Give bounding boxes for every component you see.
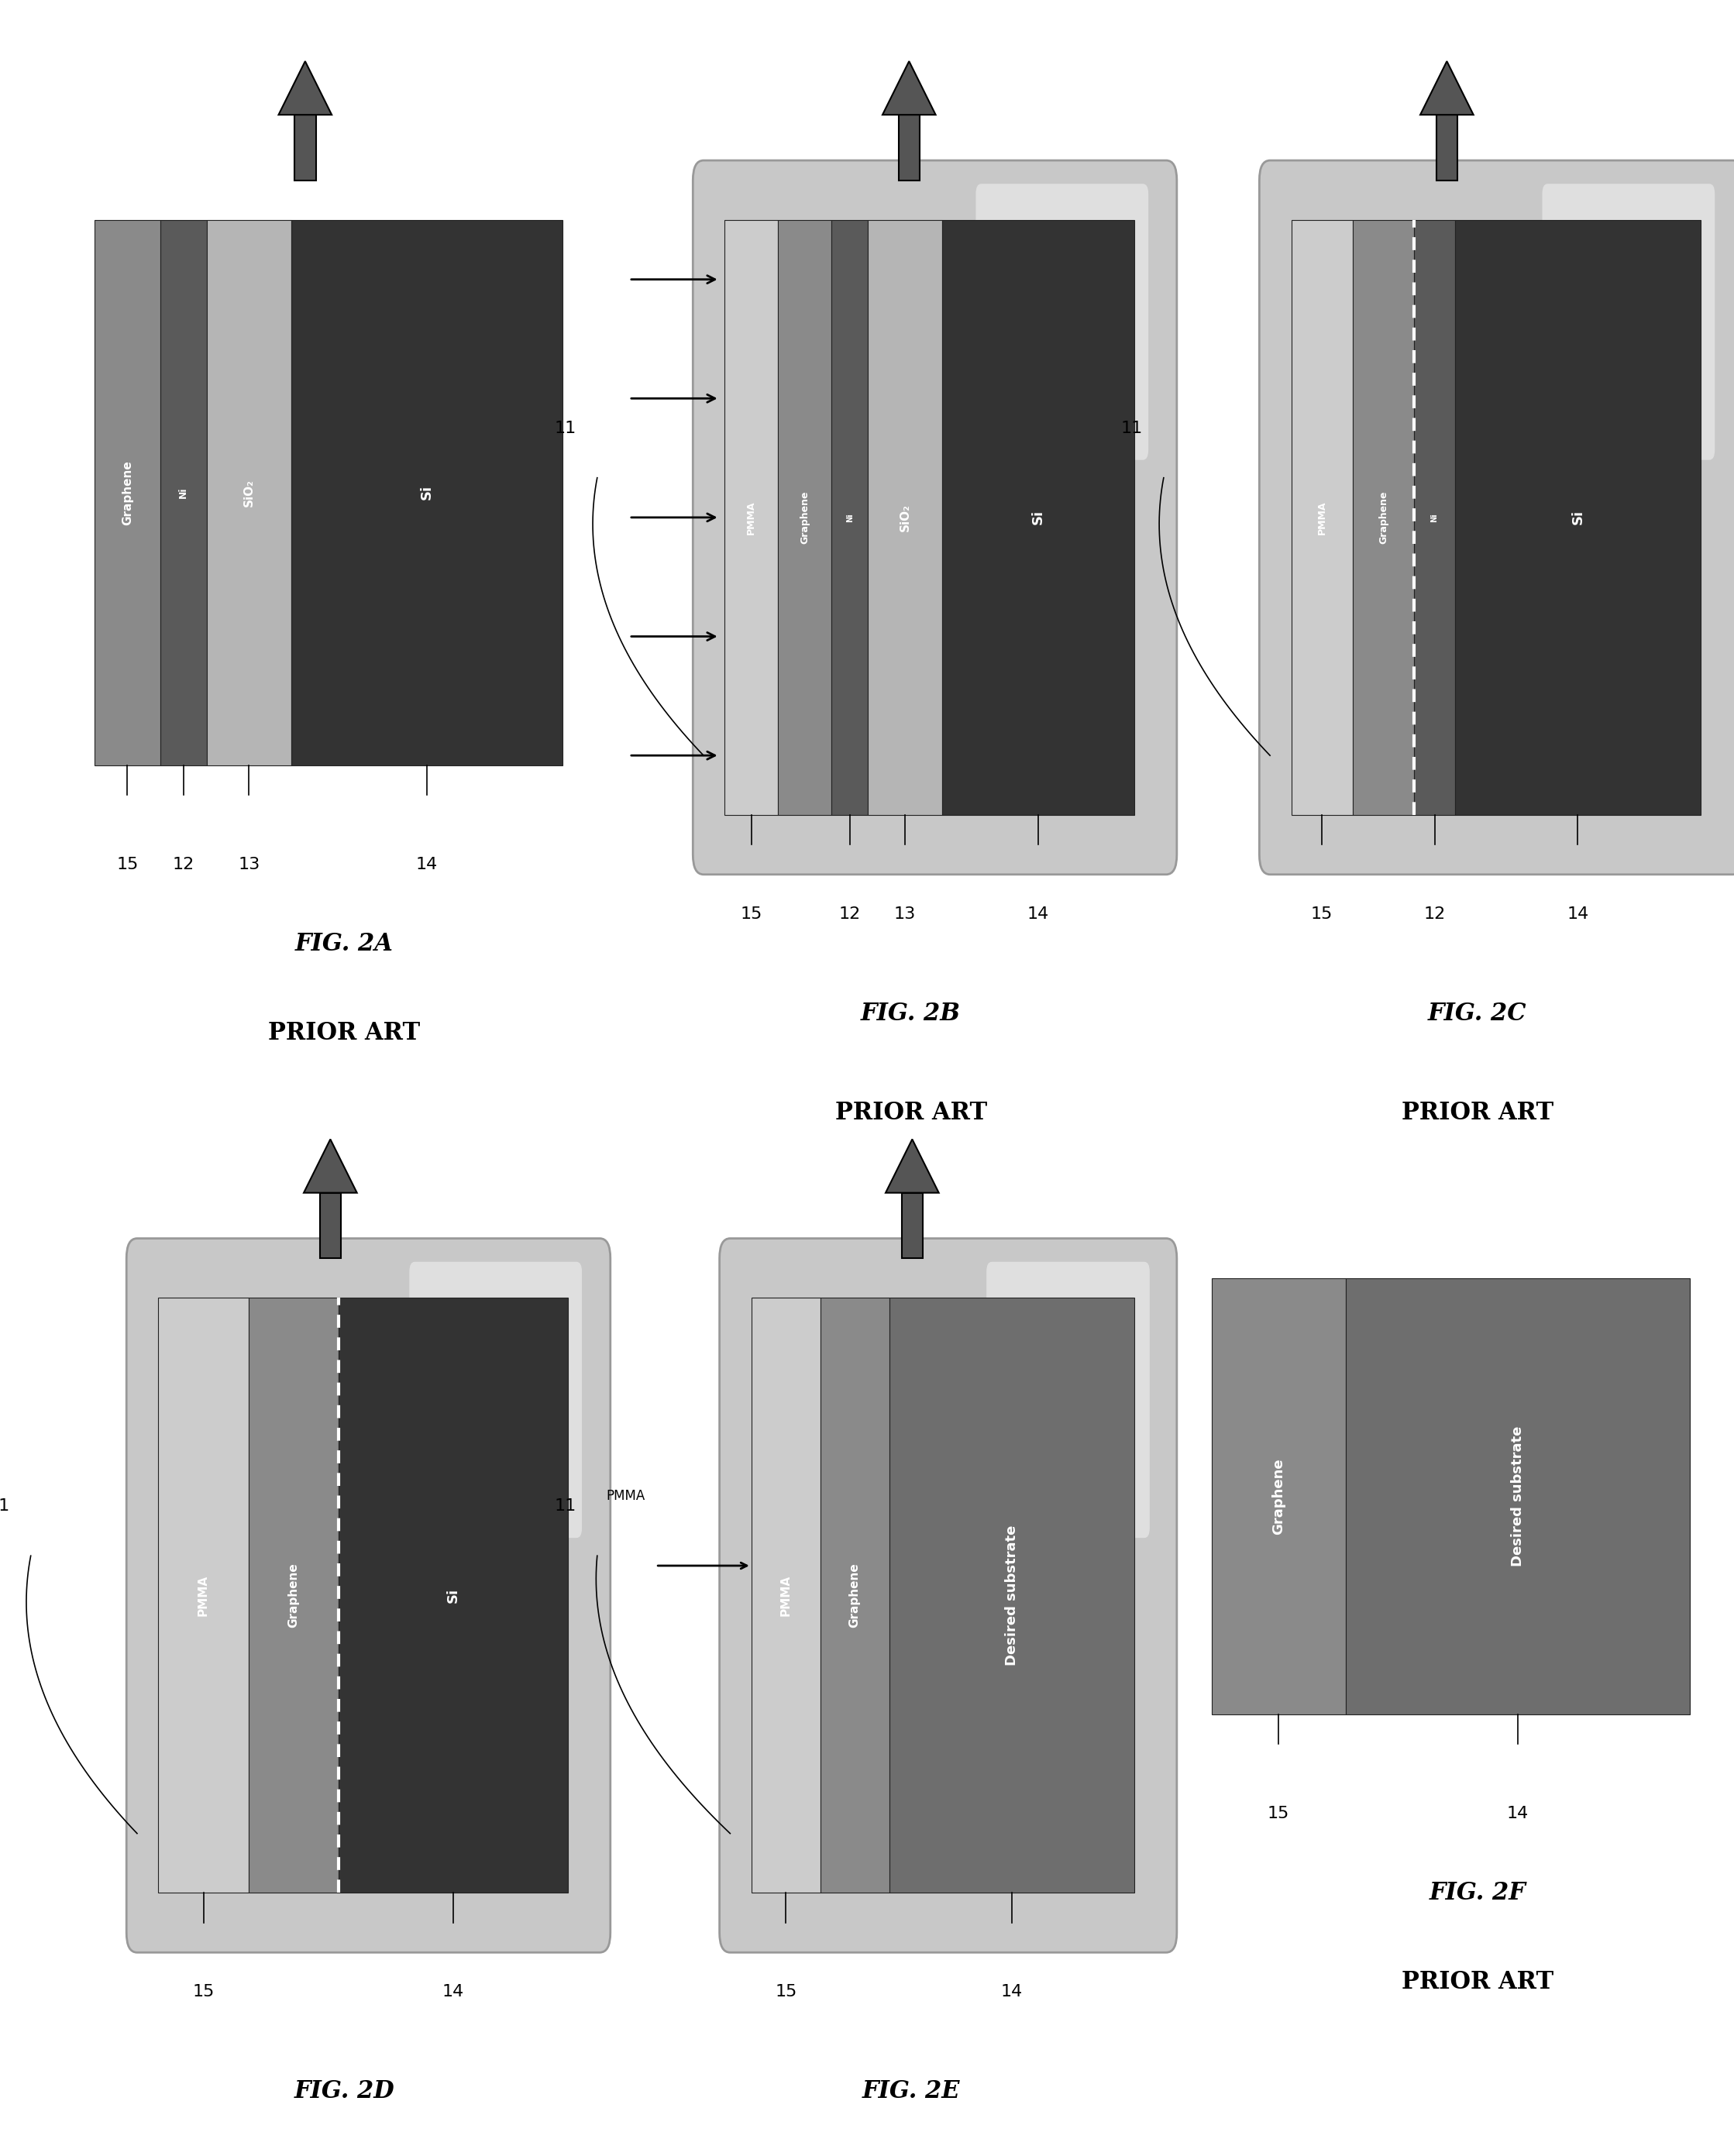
Text: Si: Si — [1571, 511, 1585, 524]
Text: 14: 14 — [1507, 1807, 1529, 1822]
Bar — [291, 220, 562, 765]
Bar — [1455, 220, 1701, 815]
Text: Graphene: Graphene — [799, 492, 810, 543]
Text: 11: 11 — [0, 1498, 10, 1514]
Polygon shape — [279, 60, 331, 114]
Text: FIG. 2A: FIG. 2A — [295, 931, 394, 955]
Text: FIG. 2C: FIG. 2C — [1429, 1000, 1526, 1026]
FancyBboxPatch shape — [694, 160, 1177, 875]
Text: PRIOR ART: PRIOR ART — [1401, 1971, 1554, 1994]
Bar — [779, 220, 831, 815]
Text: Si: Si — [1032, 511, 1046, 524]
FancyBboxPatch shape — [987, 1261, 1150, 1537]
Text: 15: 15 — [740, 906, 763, 923]
Text: SiO₂: SiO₂ — [900, 505, 910, 530]
Text: 14: 14 — [442, 1984, 465, 2001]
Text: FIG. 2F: FIG. 2F — [1429, 1880, 1526, 1906]
Bar — [95, 220, 160, 765]
Bar — [206, 220, 291, 765]
Bar — [751, 1298, 820, 1893]
Text: PMMA: PMMA — [746, 500, 756, 535]
Text: PMMA: PMMA — [198, 1574, 210, 1617]
Text: 12: 12 — [839, 906, 860, 923]
Text: FIG. 2B: FIG. 2B — [862, 1000, 961, 1026]
Bar — [725, 220, 779, 815]
Text: 13: 13 — [895, 906, 916, 923]
Bar — [1353, 220, 1415, 815]
Text: PMMA: PMMA — [1316, 500, 1327, 535]
Text: Graphene: Graphene — [1379, 492, 1389, 543]
Bar — [160, 220, 206, 765]
Bar — [942, 220, 1134, 815]
Bar — [890, 1298, 1134, 1893]
Text: 15: 15 — [775, 1984, 798, 2001]
Text: FIG. 2E: FIG. 2E — [862, 2078, 961, 2104]
Bar — [831, 220, 869, 815]
Text: 11: 11 — [555, 1498, 576, 1514]
Text: 11: 11 — [1120, 420, 1143, 436]
Text: Desired substrate: Desired substrate — [1510, 1425, 1524, 1567]
Bar — [1346, 1279, 1691, 1714]
Polygon shape — [883, 60, 936, 114]
Text: FIG. 2D: FIG. 2D — [295, 2078, 395, 2104]
FancyBboxPatch shape — [1259, 160, 1734, 875]
FancyBboxPatch shape — [720, 1238, 1177, 1953]
Text: 14: 14 — [1027, 906, 1049, 923]
Bar — [1415, 220, 1455, 815]
Bar — [158, 1298, 248, 1893]
Text: PRIOR ART: PRIOR ART — [1401, 1100, 1554, 1125]
Text: 15: 15 — [116, 856, 139, 873]
Bar — [1292, 220, 1353, 815]
Polygon shape — [1420, 60, 1474, 114]
Text: PMMA: PMMA — [607, 1490, 645, 1503]
Polygon shape — [303, 1138, 357, 1192]
Bar — [869, 220, 942, 815]
Bar — [319, 1192, 342, 1259]
Text: 14: 14 — [416, 856, 437, 873]
Text: PRIOR ART: PRIOR ART — [834, 1100, 987, 1125]
Bar — [338, 1298, 567, 1893]
Text: Graphene: Graphene — [121, 459, 134, 526]
Text: 12: 12 — [172, 856, 194, 873]
Polygon shape — [886, 1138, 938, 1192]
Text: Ni: Ni — [1431, 513, 1439, 522]
Bar — [248, 1298, 338, 1893]
Text: Si: Si — [446, 1589, 460, 1602]
Text: Graphene: Graphene — [1271, 1457, 1285, 1535]
Text: Graphene: Graphene — [288, 1563, 300, 1628]
Bar — [295, 114, 316, 181]
Text: PMMA: PMMA — [780, 1574, 792, 1617]
Text: 14: 14 — [1001, 1984, 1023, 2001]
Text: 12: 12 — [1424, 906, 1446, 923]
Text: Desired substrate: Desired substrate — [1004, 1524, 1018, 1667]
Text: 15: 15 — [1268, 1807, 1290, 1822]
Bar — [902, 1192, 922, 1259]
Text: Ni: Ni — [179, 487, 189, 498]
FancyBboxPatch shape — [1542, 183, 1715, 459]
Bar — [1436, 114, 1458, 181]
Bar — [1212, 1279, 1346, 1714]
FancyBboxPatch shape — [976, 183, 1148, 459]
Text: Si: Si — [420, 485, 434, 500]
Text: 13: 13 — [238, 856, 260, 873]
Text: SiO₂: SiO₂ — [243, 479, 255, 507]
Bar — [898, 114, 919, 181]
Text: Graphene: Graphene — [850, 1563, 860, 1628]
Text: Ni: Ni — [846, 513, 853, 522]
FancyBboxPatch shape — [409, 1261, 583, 1537]
Text: PRIOR ART: PRIOR ART — [269, 1022, 421, 1046]
Text: 15: 15 — [1311, 906, 1333, 923]
Text: 14: 14 — [1568, 906, 1588, 923]
FancyBboxPatch shape — [127, 1238, 610, 1953]
Text: 11: 11 — [555, 420, 576, 436]
Bar — [820, 1298, 890, 1893]
Text: 15: 15 — [192, 1984, 215, 2001]
